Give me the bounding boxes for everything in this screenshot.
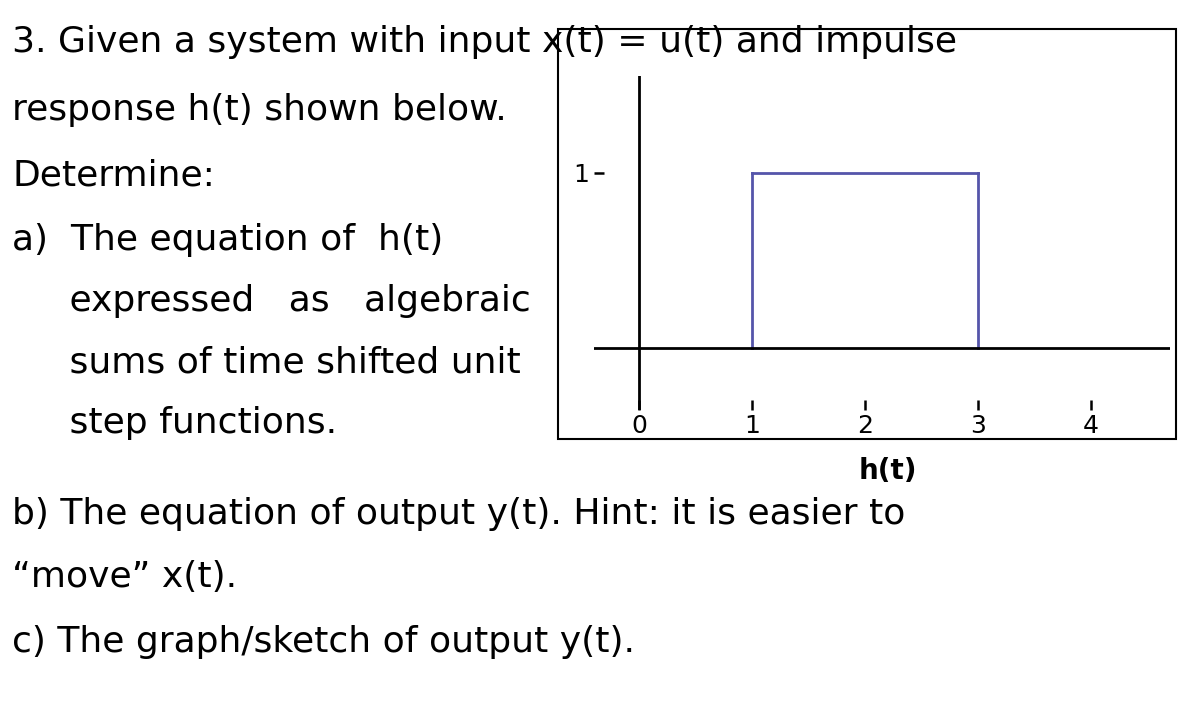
Text: response h(t) shown below.: response h(t) shown below.: [12, 93, 506, 127]
Text: step functions.: step functions.: [12, 406, 337, 440]
Text: Determine:: Determine:: [12, 158, 215, 192]
Text: expressed   as   algebraic: expressed as algebraic: [12, 284, 530, 318]
Bar: [558, 29, 1176, 439]
Text: a)  The equation of  h(t): a) The equation of h(t): [12, 223, 443, 257]
Text: 3. Given a system with input x(t) = u(t) and impulse: 3. Given a system with input x(t) = u(t)…: [12, 25, 958, 59]
Text: b) The equation of output y(t). Hint: it is easier to: b) The equation of output y(t). Hint: it…: [12, 497, 905, 531]
Text: “move” x(t).: “move” x(t).: [12, 560, 238, 594]
Text: c) The graph/sketch of output y(t).: c) The graph/sketch of output y(t).: [12, 625, 635, 659]
Text: h(t): h(t): [858, 457, 917, 485]
Text: sums of time shifted unit: sums of time shifted unit: [12, 345, 521, 379]
